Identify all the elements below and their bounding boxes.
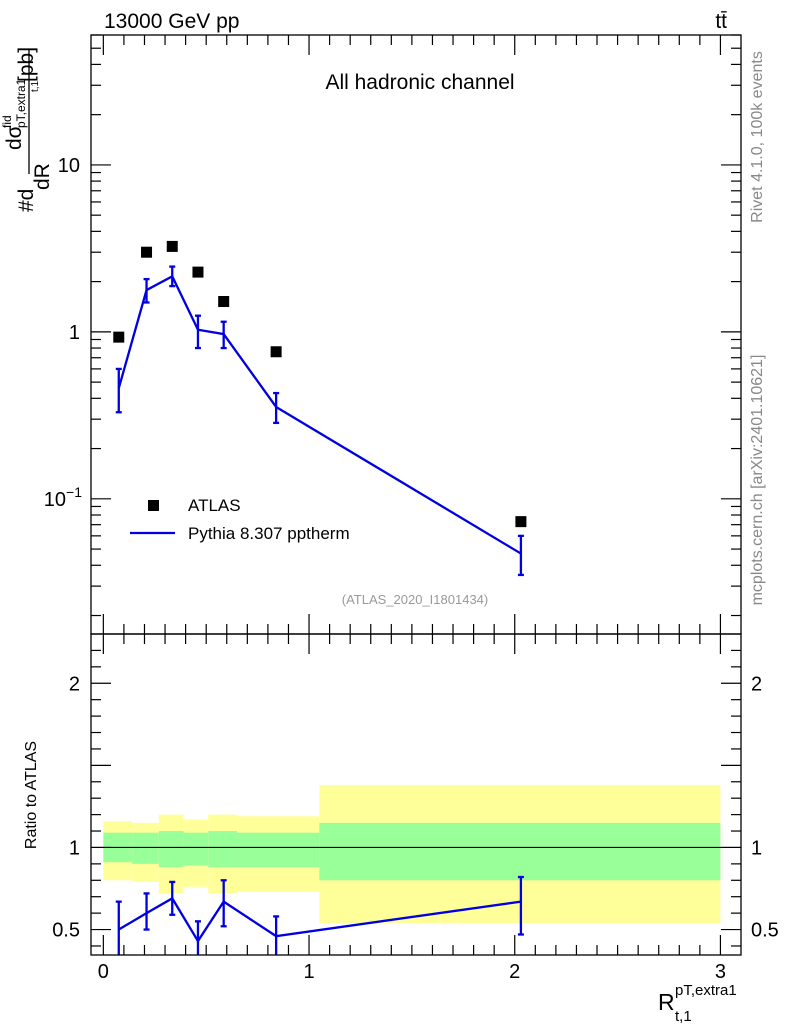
- side-label-bottom: mcplots.cern.ch [arXiv:2401.10621]: [749, 355, 766, 606]
- main-y-axis-label: #d dσ fid pT,extra1 t,1 dR [pb]: [0, 47, 54, 212]
- y-label-num-sup: fid: [0, 115, 14, 128]
- atlas-point: [515, 516, 527, 528]
- atlas-point: [141, 246, 153, 258]
- stat-uncertainty-band: [237, 832, 320, 868]
- ratio-axis-ticks: 0.5 0.5 1 1 2 2 0 1 2 3: [52, 634, 779, 983]
- y-label-num: dσ: [3, 125, 26, 150]
- ratio-frame: [90, 633, 742, 956]
- analysis-id-label: (ATLAS_2020_I1801434): [342, 592, 488, 607]
- legend-atlas-marker: [148, 500, 159, 511]
- main-y-tick-label: 10: [58, 155, 80, 177]
- x-label-sub: t,1: [675, 1008, 692, 1024]
- legend: ATLAS Pythia 8.307 pptherm: [130, 496, 350, 543]
- x-label-main: R: [658, 989, 675, 1015]
- atlas-point: [113, 331, 125, 343]
- ratio-y-tick-label-right: 0.5: [751, 920, 779, 942]
- stat-uncertainty-band: [319, 822, 721, 881]
- stat-uncertainty-band: [208, 831, 238, 868]
- y-label-den: dR: [31, 163, 54, 190]
- ratio-series: [115, 875, 524, 955]
- energy-label: 13000 GeV pp: [104, 10, 239, 33]
- legend-pythia-label: Pythia 8.307 pptherm: [188, 524, 350, 543]
- atlas-point: [166, 240, 178, 252]
- pythia-line: [117, 274, 522, 555]
- main-axis-ticks: 10−1 1 10: [44, 34, 741, 634]
- x-tick-label: 1: [303, 961, 314, 983]
- main-y-tick-label: 1: [69, 322, 80, 344]
- stat-uncertainty-band: [158, 831, 184, 868]
- x-label-sup: pT,extra1: [675, 982, 737, 999]
- legend-atlas-label: ATLAS: [188, 496, 241, 515]
- stat-uncertainty-band: [132, 832, 159, 864]
- atlas-point: [192, 266, 204, 278]
- main-panel: All hadronic channel (ATLAS_2020_I180143…: [44, 34, 742, 635]
- x-tick-label: 0: [98, 961, 109, 983]
- y-label-num-sub2: t,1: [30, 80, 41, 92]
- ratio-y-tick-label-left: 0.5: [52, 920, 80, 942]
- process-label: tt̄: [715, 10, 727, 33]
- main-data-layer: [113, 240, 527, 577]
- ratio-y-tick-label-right: 2: [751, 673, 762, 695]
- y-label-unit: [pb]: [15, 47, 38, 82]
- channel-label: All hadronic channel: [325, 71, 514, 94]
- stat-uncertainty-band: [183, 832, 209, 866]
- main-frame: [90, 34, 742, 635]
- x-tick-label: 3: [715, 961, 726, 983]
- ratio-y-tick-label-right: 1: [751, 837, 762, 859]
- y-label-prefix: #d: [15, 189, 38, 212]
- ratio-y-axis-label: Ratio to ATLAS: [23, 741, 40, 849]
- side-label-top: Rivet 4.1.0, 100k events: [749, 51, 766, 223]
- ratio-y-tick-label-left: 2: [69, 673, 80, 695]
- ratio-bands: [91, 785, 741, 923]
- atlas-point: [218, 296, 230, 308]
- ratio-y-tick-label-left: 1: [69, 837, 80, 859]
- main-y-tick-label: 10−1: [44, 484, 82, 511]
- x-axis-label: R pT,extra1 t,1: [658, 982, 737, 1024]
- atlas-point: [270, 346, 282, 358]
- ratio-data-layer: [115, 875, 524, 955]
- y-label-num-sub: pT,extra1: [14, 78, 28, 128]
- ratio-panel: 0.5 0.5 1 1 2 2 0 1 2 3: [52, 633, 779, 983]
- x-tick-label: 2: [509, 961, 520, 983]
